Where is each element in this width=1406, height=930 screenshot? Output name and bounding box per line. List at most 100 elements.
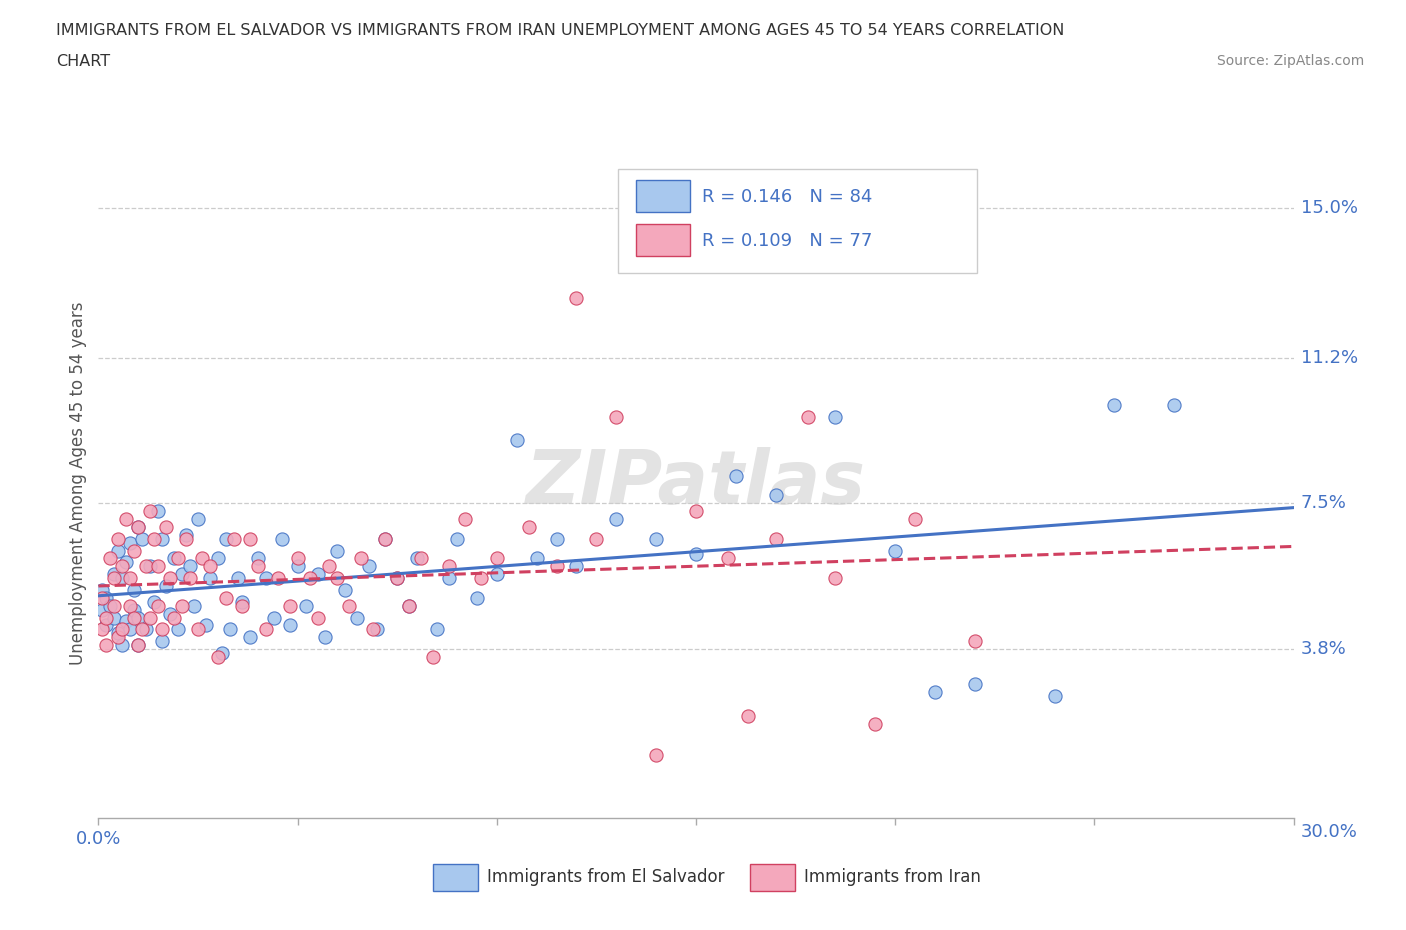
Point [135, 559, 157, 574]
Point [585, 531, 607, 546]
FancyBboxPatch shape [636, 224, 690, 256]
Point [159, 606, 181, 621]
Point [263, 610, 285, 625]
Point [254, 622, 277, 637]
Point [215, 531, 238, 546]
Point [863, 716, 886, 731]
Point [298, 571, 321, 586]
FancyBboxPatch shape [636, 180, 690, 212]
Point [437, 571, 460, 586]
FancyBboxPatch shape [749, 864, 796, 891]
Point [120, 571, 142, 586]
Point [963, 677, 986, 692]
Point [685, 547, 707, 562]
Text: ZIPatlas: ZIPatlas [526, 447, 866, 520]
Point [91, 582, 114, 597]
Point [131, 622, 153, 637]
Point [150, 622, 173, 637]
Point [120, 598, 142, 613]
Point [96, 618, 118, 632]
Point [318, 559, 340, 574]
Y-axis label: Unemployment Among Ages 45 to 54 years: Unemployment Among Ages 45 to 54 years [69, 302, 87, 665]
Point [326, 543, 349, 558]
Point [179, 559, 201, 574]
Point [107, 630, 129, 644]
Point [124, 582, 146, 597]
Point [103, 598, 125, 613]
Point [98, 551, 122, 565]
Point [150, 531, 173, 546]
Text: CHART: CHART [56, 54, 110, 69]
Point [724, 469, 747, 484]
Point [127, 638, 149, 653]
Point [198, 571, 221, 586]
FancyBboxPatch shape [433, 864, 478, 891]
Point [124, 543, 146, 558]
Text: R = 0.109   N = 77: R = 0.109 N = 77 [702, 232, 872, 250]
Point [96, 638, 118, 653]
Point [167, 551, 190, 565]
Point [346, 610, 368, 625]
Point [222, 531, 245, 546]
Point [270, 531, 292, 546]
Point [115, 555, 138, 570]
Point [124, 603, 146, 618]
Point [194, 618, 218, 632]
Text: 15.0%: 15.0% [1301, 199, 1358, 217]
Point [287, 551, 309, 565]
Point [124, 610, 146, 625]
Point [426, 622, 449, 637]
Point [135, 622, 157, 637]
Point [267, 571, 290, 586]
Point [127, 520, 149, 535]
Point [366, 622, 388, 637]
Point [115, 614, 138, 629]
Point [231, 598, 253, 613]
Point [485, 566, 508, 581]
Point [127, 520, 149, 535]
Point [246, 551, 269, 565]
Point [315, 630, 337, 644]
Point [139, 559, 162, 574]
Point [103, 566, 125, 581]
Point [155, 578, 177, 593]
Point [765, 488, 787, 503]
Point [120, 536, 142, 551]
Point [287, 559, 309, 574]
Point [824, 571, 846, 586]
Point [107, 531, 129, 546]
Point [91, 591, 114, 605]
Point [111, 559, 134, 574]
Point [385, 571, 409, 586]
Point [115, 512, 138, 526]
Point [307, 566, 329, 581]
Point [120, 622, 142, 637]
Point [98, 598, 122, 613]
Point [645, 748, 668, 763]
Point [363, 622, 385, 637]
Point [198, 559, 221, 574]
Point [96, 591, 118, 605]
Point [111, 622, 134, 637]
Text: Source: ZipAtlas.com: Source: ZipAtlas.com [1216, 54, 1364, 68]
Point [191, 551, 214, 565]
Point [155, 520, 177, 535]
Text: Immigrants from El Salvador: Immigrants from El Salvador [486, 869, 724, 886]
Point [1102, 397, 1125, 412]
Text: IMMIGRANTS FROM EL SALVADOR VS IMMIGRANTS FROM IRAN UNEMPLOYMENT AMONG AGES 45 T: IMMIGRANTS FROM EL SALVADOR VS IMMIGRANT… [56, 23, 1064, 38]
Point [167, 622, 190, 637]
Point [717, 551, 740, 565]
Point [374, 531, 396, 546]
Point [350, 551, 373, 565]
Point [148, 504, 170, 519]
Point [605, 409, 627, 424]
Point [278, 618, 301, 632]
Point [385, 571, 409, 586]
Point [307, 610, 329, 625]
Point [765, 531, 787, 546]
Point [187, 622, 209, 637]
Point [163, 610, 186, 625]
Point [904, 512, 927, 526]
Point [219, 622, 242, 637]
Point [148, 559, 170, 574]
